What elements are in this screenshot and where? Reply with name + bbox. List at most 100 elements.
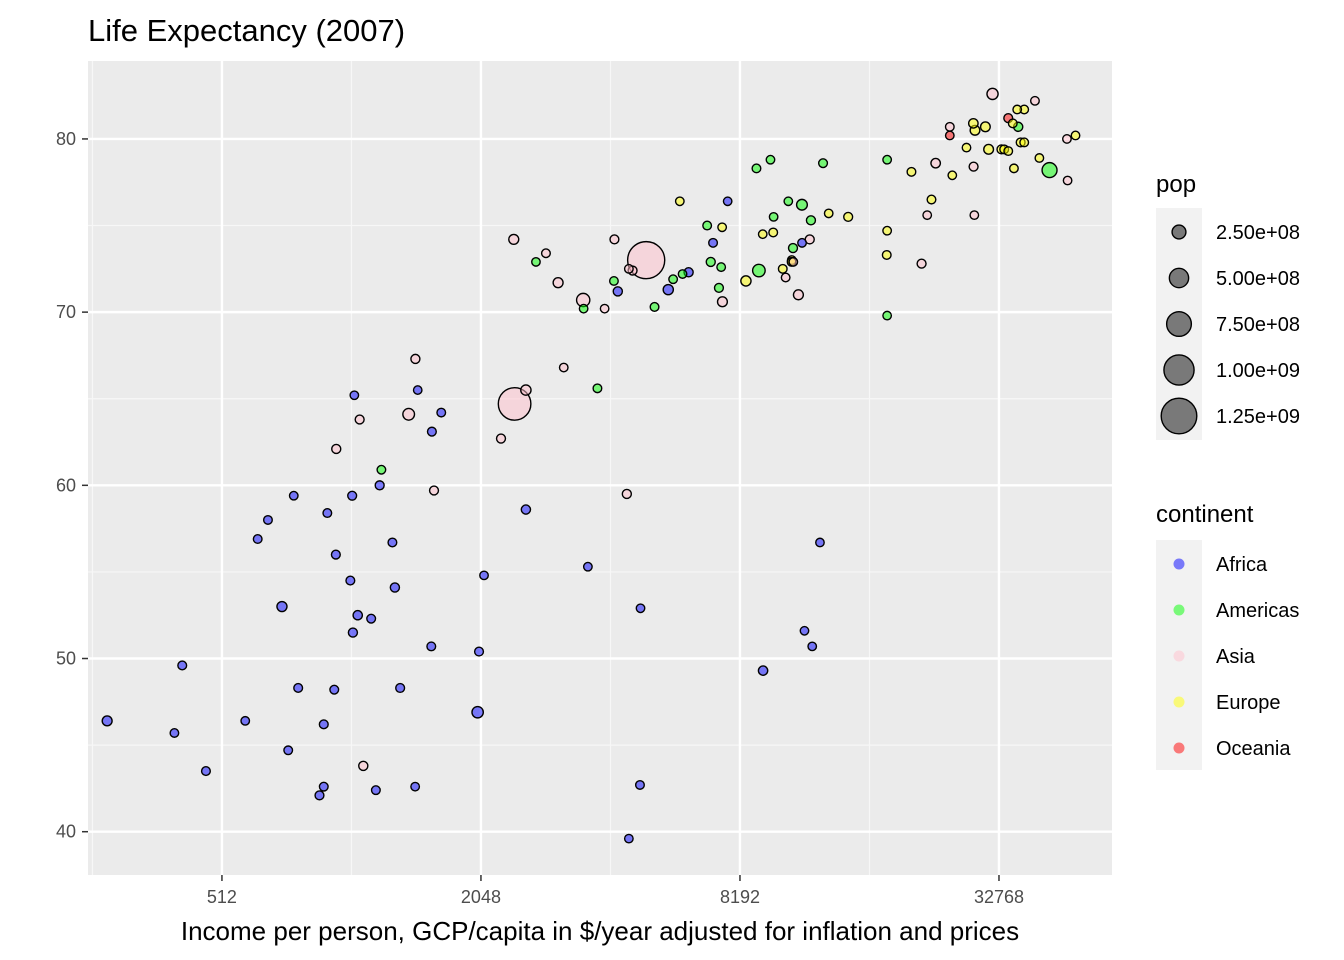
data-point-asia <box>411 354 420 363</box>
data-point-europe <box>778 265 787 274</box>
data-point-asia <box>332 444 341 453</box>
data-point-europe <box>981 122 991 132</box>
data-point-africa <box>816 538 824 546</box>
x-tick-label: 8192 <box>720 887 760 907</box>
plot-panel <box>88 61 1112 875</box>
color-legend-label: Asia <box>1216 646 1256 668</box>
data-point-americas <box>883 155 891 163</box>
data-point-asia <box>1063 135 1071 143</box>
data-point-asia <box>497 434 506 443</box>
data-point-americas <box>669 275 678 284</box>
data-point-asia <box>600 304 608 312</box>
data-point-africa <box>350 391 358 399</box>
y-tick-label: 40 <box>56 822 76 842</box>
data-point-europe <box>824 209 832 217</box>
data-point-asia <box>355 415 364 424</box>
color-legend-title: continent <box>1156 501 1254 528</box>
data-point-asia <box>553 278 563 288</box>
data-point-europe <box>769 228 778 237</box>
y-axis: 40 50 60 70 80 <box>56 129 88 842</box>
data-point-americas <box>883 311 891 319</box>
chart-title: Life Expectancy (2007) <box>88 13 405 48</box>
x-tick-label: 32768 <box>974 887 1024 907</box>
data-point-africa <box>709 239 718 248</box>
color-legend-key-europe <box>1174 697 1185 708</box>
data-point-asia <box>1031 97 1040 106</box>
data-point-africa <box>323 509 332 518</box>
data-point-europe <box>962 143 970 151</box>
size-legend-label: 5.00e+08 <box>1216 268 1300 290</box>
data-point-africa <box>636 781 645 790</box>
color-legend-label: Oceania <box>1216 738 1291 760</box>
data-point-oceania <box>946 131 954 139</box>
data-point-americas <box>789 244 798 253</box>
data-point-asia <box>793 290 803 300</box>
data-point-africa <box>102 716 112 726</box>
data-point-africa <box>348 628 357 637</box>
data-point-africa <box>264 516 273 525</box>
data-point-africa <box>253 535 262 544</box>
data-point-europe <box>741 276 751 286</box>
size-legend-key <box>1172 225 1186 239</box>
data-point-europe <box>1008 119 1017 128</box>
size-legend-label: 2.50e+08 <box>1216 222 1300 244</box>
data-point-africa <box>277 602 287 612</box>
size-legend-label: 7.50e+08 <box>1216 314 1300 336</box>
data-point-africa <box>331 550 340 559</box>
data-point-africa <box>723 197 731 205</box>
data-point-americas <box>703 221 712 230</box>
data-point-africa <box>319 782 328 791</box>
data-point-asia <box>781 273 790 282</box>
data-point-asia <box>521 385 531 395</box>
data-point-africa <box>663 285 673 295</box>
data-point-americas <box>678 270 686 278</box>
data-point-americas <box>766 155 774 163</box>
data-point-africa <box>584 562 592 570</box>
data-point-americas <box>579 304 587 312</box>
data-point-africa <box>758 666 767 675</box>
data-point-europe <box>1035 154 1043 162</box>
data-point-americas <box>752 164 761 173</box>
data-point-americas <box>806 216 815 225</box>
data-point-africa <box>800 627 808 635</box>
data-point-africa <box>330 685 339 694</box>
data-point-asia <box>987 88 998 99</box>
data-point-europe <box>718 223 726 231</box>
data-point-americas <box>753 264 766 277</box>
data-point-africa <box>294 684 303 693</box>
data-point-europe <box>1013 105 1021 113</box>
color-legend-label: Africa <box>1216 554 1268 576</box>
data-point-europe <box>882 251 891 260</box>
data-point-asia <box>542 249 551 258</box>
color-legend-label: Americas <box>1216 600 1299 622</box>
data-point-europe <box>984 144 994 154</box>
data-point-africa <box>367 614 376 623</box>
data-point-africa <box>636 604 644 612</box>
color-legend-key-asia <box>1174 651 1185 662</box>
color-legend-key-oceania <box>1174 743 1185 754</box>
x-tick-label: 2048 <box>461 887 501 907</box>
data-point-africa <box>472 707 483 718</box>
data-point-asia <box>610 235 619 244</box>
data-point-africa <box>372 786 381 795</box>
data-point-europe <box>844 212 853 221</box>
data-point-americas <box>784 197 792 205</box>
data-point-americas <box>610 277 619 286</box>
data-point-africa <box>808 642 816 650</box>
data-point-africa <box>411 782 420 791</box>
data-point-africa <box>284 746 293 755</box>
data-point-europe <box>759 230 767 238</box>
data-point-africa <box>475 647 484 656</box>
data-point-asia <box>1063 176 1071 184</box>
color-legend-key-africa <box>1174 559 1185 570</box>
data-point-asia <box>622 489 631 498</box>
data-point-asia <box>509 234 519 244</box>
data-point-asia <box>403 408 415 420</box>
data-point-asia <box>923 211 931 219</box>
data-point-americas <box>717 263 726 272</box>
x-axis: 512 2048 8192 32768 <box>207 875 1024 907</box>
data-point-asia <box>917 259 926 268</box>
data-point-africa <box>202 767 211 776</box>
data-point-africa <box>396 684 405 693</box>
size-legend-label: 1.25e+09 <box>1216 406 1300 428</box>
